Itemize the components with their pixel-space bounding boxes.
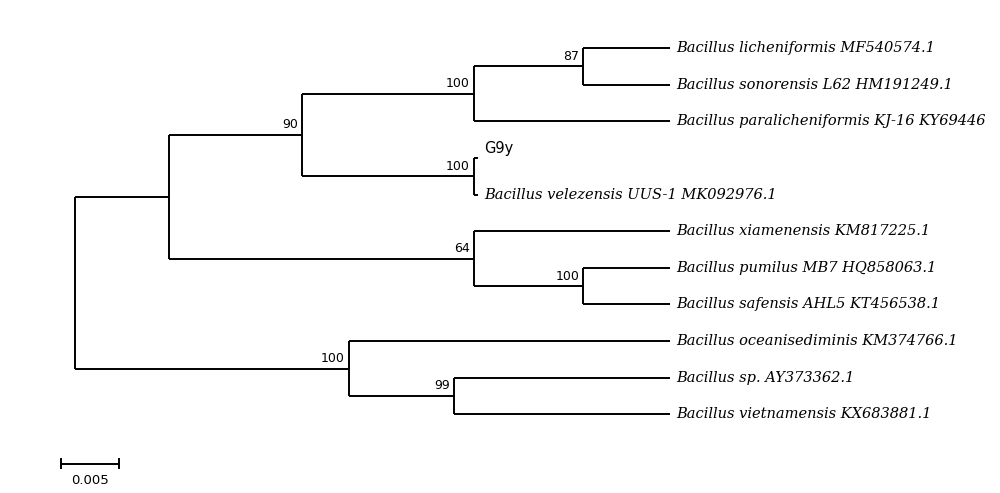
Text: Bacillus sp. AY373362.1: Bacillus sp. AY373362.1: [676, 371, 854, 385]
Text: 87: 87: [564, 50, 580, 63]
Text: Bacillus licheniformis MF540574.1: Bacillus licheniformis MF540574.1: [676, 41, 935, 55]
Text: 0.005: 0.005: [71, 474, 109, 487]
Text: Bacillus xiamenensis KM817225.1: Bacillus xiamenensis KM817225.1: [676, 224, 930, 238]
Text: 99: 99: [435, 380, 450, 392]
Text: G9y: G9y: [484, 141, 513, 156]
Text: 100: 100: [446, 77, 470, 90]
Text: 100: 100: [321, 352, 345, 365]
Text: 100: 100: [556, 270, 580, 282]
Text: Bacillus paralicheniformis KJ-16 KY69446: Bacillus paralicheniformis KJ-16 KY69446: [676, 114, 985, 128]
Text: Bacillus safensis AHL5 KT456538.1: Bacillus safensis AHL5 KT456538.1: [676, 297, 940, 312]
Text: Bacillus pumilus MB7 HQ858063.1: Bacillus pumilus MB7 HQ858063.1: [676, 261, 936, 275]
Text: 100: 100: [446, 160, 470, 173]
Text: 90: 90: [282, 118, 298, 132]
Text: 64: 64: [454, 242, 470, 255]
Text: Bacillus sonorensis L62 HM191249.1: Bacillus sonorensis L62 HM191249.1: [676, 78, 953, 92]
Text: Bacillus velezensis UUS-1 MK092976.1: Bacillus velezensis UUS-1 MK092976.1: [484, 188, 777, 202]
Text: Bacillus vietnamensis KX683881.1: Bacillus vietnamensis KX683881.1: [676, 407, 931, 422]
Text: Bacillus oceanisediminis KM374766.1: Bacillus oceanisediminis KM374766.1: [676, 334, 957, 348]
